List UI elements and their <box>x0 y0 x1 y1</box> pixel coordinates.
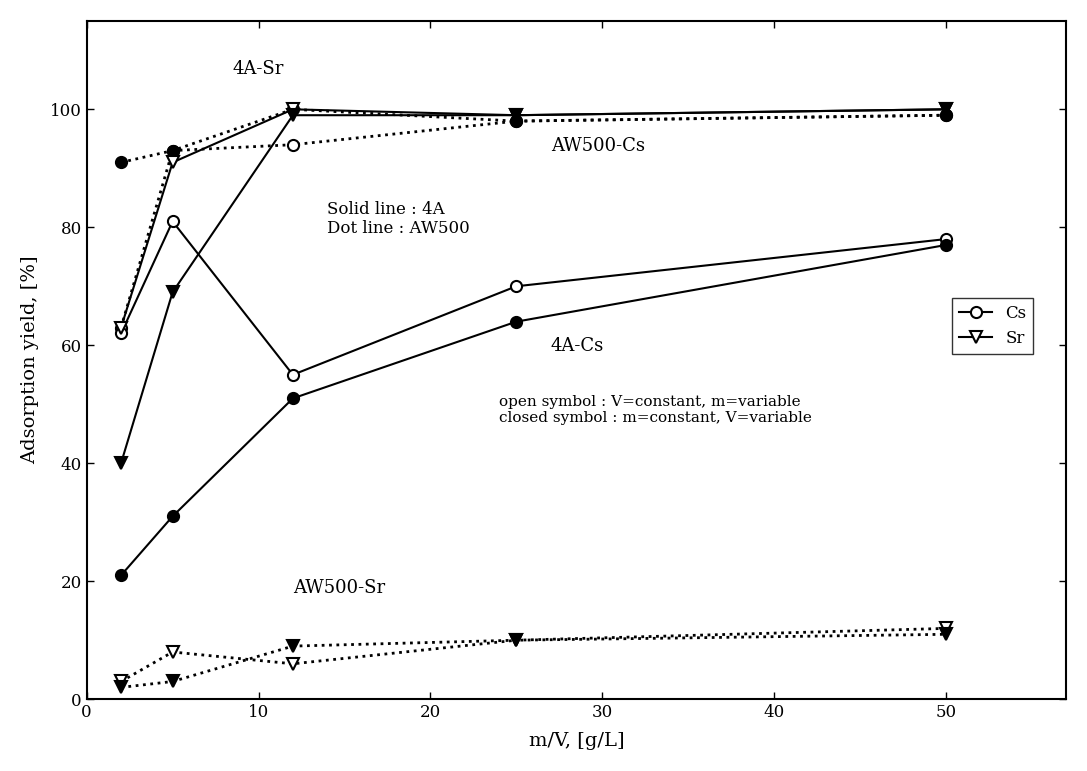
Text: AW500-Sr: AW500-Sr <box>292 579 385 597</box>
X-axis label: m/V, [g/L]: m/V, [g/L] <box>528 732 624 750</box>
Legend: Cs, Sr: Cs, Sr <box>952 298 1034 354</box>
Text: 4A-Sr: 4A-Sr <box>233 60 284 78</box>
Text: 4A-Cs: 4A-Cs <box>551 337 604 355</box>
Text: AW500-Cs: AW500-Cs <box>551 136 645 155</box>
Y-axis label: Adsorption yield, [%]: Adsorption yield, [%] <box>21 256 39 464</box>
Text: Solid line : 4A
Dot line : AW500: Solid line : 4A Dot line : AW500 <box>327 200 470 237</box>
Text: open symbol : V=constant, m=variable
closed symbol : m=constant, V=variable: open symbol : V=constant, m=variable clo… <box>499 395 812 425</box>
